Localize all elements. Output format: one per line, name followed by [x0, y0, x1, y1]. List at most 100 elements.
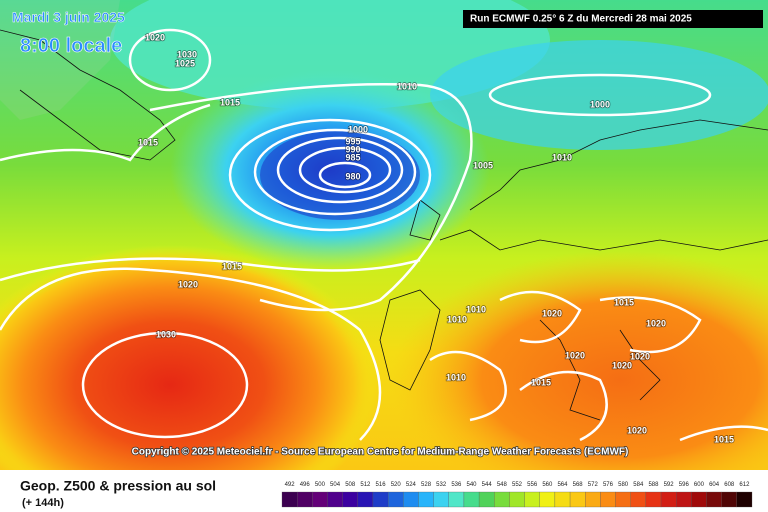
isobar-label: 1010	[447, 314, 467, 324]
isobar-label: 1030	[177, 49, 197, 59]
scale-label: 612	[739, 482, 750, 488]
isobar-label: 1030	[156, 329, 176, 339]
scale-label: 540	[467, 482, 478, 488]
scale-swatch	[494, 491, 510, 508]
isobar-labels: 1020103010251015101510101000100099599098…	[137, 32, 735, 446]
scale-swatch	[569, 491, 586, 508]
footer-title: Geop. Z500 & pression au sol	[20, 478, 216, 494]
scale-label: 544	[482, 482, 493, 488]
isobar-lines	[0, 28, 768, 442]
scale-swatch	[281, 491, 298, 508]
scale-swatch	[312, 491, 328, 508]
scale-swatch	[463, 491, 480, 508]
isobar-label: 1020	[542, 308, 562, 318]
isobar-label: 1010	[446, 372, 466, 382]
isobar-label: 1000	[590, 99, 610, 109]
scale-label: 508	[345, 482, 356, 488]
isobar-label: 1015	[222, 261, 242, 271]
scale-label: 568	[573, 482, 584, 488]
scale-swatch	[387, 491, 404, 508]
forecast-time: 8:00 locale	[20, 35, 122, 57]
scale-swatch	[357, 491, 374, 508]
scale-swatch	[403, 491, 419, 508]
scale-swatch	[615, 491, 631, 508]
scale-swatch	[676, 491, 692, 508]
scale-label: 600	[694, 482, 705, 488]
isobar-label: 1010	[397, 81, 417, 91]
coastlines	[0, 29, 768, 421]
scale-swatch	[372, 491, 389, 508]
isobar-label: 1015	[614, 297, 634, 307]
isobar-label: 1015	[531, 377, 551, 387]
scale-swatch	[736, 491, 753, 508]
isobar-label: 1010	[466, 304, 486, 314]
isobar-label: 1020	[178, 279, 198, 289]
isobar-label: 1020	[565, 350, 585, 360]
scale-label: 492	[285, 482, 296, 488]
run-info: Run ECMWF 0.25° 6 Z du Mercredi 28 mai 2…	[470, 14, 692, 25]
scale-swatch	[342, 491, 358, 508]
isobar-label: 1020	[630, 351, 650, 361]
scale-label: 516	[376, 482, 387, 488]
isobar-label: 1020	[627, 425, 647, 435]
isobar-label: 1015	[220, 97, 240, 107]
run-banner	[463, 10, 763, 28]
isobar-label: 1005	[473, 160, 493, 170]
isobar-label: 1020	[145, 32, 165, 42]
scale-label: 504	[330, 482, 341, 488]
scale-swatch	[433, 491, 449, 508]
scale-label: 512	[360, 482, 371, 488]
scale-swatch	[509, 491, 525, 508]
copyright: Copyright © 2025 Meteociel.fr - Source E…	[132, 447, 629, 458]
isobar-label: 1000	[348, 124, 368, 134]
scale-swatch	[706, 491, 722, 508]
scale-swatch	[660, 491, 677, 508]
scale-swatch	[721, 491, 737, 508]
scale-label: 588	[648, 482, 659, 488]
scale-swatch	[297, 491, 313, 508]
isobar-label: 995	[345, 136, 360, 146]
scale-label: 500	[315, 482, 326, 488]
scale-swatch	[554, 491, 571, 508]
isobar-label: 980	[345, 171, 360, 181]
scale-label: 564	[557, 482, 568, 488]
isobar-label: 1020	[646, 318, 666, 328]
scale-label: 496	[300, 482, 311, 488]
scale-swatch	[327, 491, 343, 508]
scale-swatch	[630, 491, 647, 508]
scale-swatch	[418, 491, 434, 508]
isobar-label: 985	[345, 152, 360, 162]
scale-swatch	[600, 491, 616, 508]
color-scale: 492 496 500 504 508 512 516 520 524 528 532 536 540 5…	[281, 482, 753, 508]
isobar-label: 990	[345, 144, 360, 154]
scale-swatch	[478, 491, 495, 508]
scale-swatch	[524, 491, 540, 508]
scale-label: 524	[406, 482, 417, 488]
scale-label: 528	[421, 482, 432, 488]
scale-label: 592	[664, 482, 675, 488]
isobar-label: 1020	[612, 360, 632, 370]
isobar-label: 1015	[714, 434, 734, 444]
scale-swatch	[645, 491, 662, 508]
scale-swatch	[585, 491, 601, 508]
scale-label: 596	[679, 482, 690, 488]
scale-label: 604	[709, 482, 720, 488]
scale-label: 532	[436, 482, 447, 488]
isobar-label: 1010	[552, 152, 572, 162]
scale-label: 548	[497, 482, 508, 488]
isobar-label: 1025	[175, 58, 195, 68]
scale-swatch	[448, 491, 465, 508]
forecast-date: Mardi 3 juin 2025	[12, 9, 125, 25]
scale-swatch	[539, 491, 556, 508]
scale-label: 536	[451, 482, 462, 488]
scale-label: 560	[542, 482, 553, 488]
scale-label: 608	[724, 482, 735, 488]
scale-label: 576	[603, 482, 614, 488]
scale-label: 580	[618, 482, 629, 488]
footer-range: (+ 144h)	[22, 497, 64, 509]
scale-label: 552	[512, 482, 523, 488]
scale-label: 520	[391, 482, 402, 488]
scale-label: 584	[633, 482, 644, 488]
